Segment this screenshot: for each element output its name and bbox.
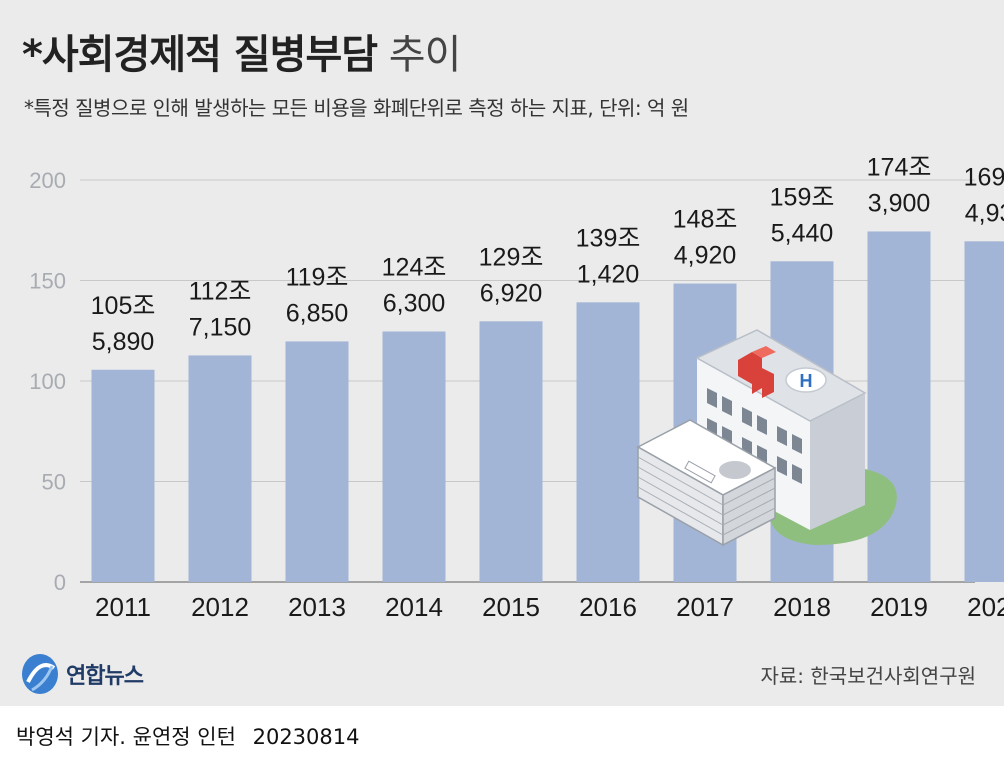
data-label-top: 139조	[576, 224, 641, 252]
bar	[285, 341, 349, 582]
y-tick-label: 100	[29, 369, 66, 394]
x-axis-ticks: 2011 2012 2013 2014 2015 2016 2017 2018 2019 2020…	[95, 592, 1004, 622]
chart-title: *사회경제적 질병부담 추이	[22, 22, 462, 80]
x-tick-label: 2017	[676, 592, 734, 622]
bar	[91, 369, 155, 582]
logo-text: 연합뉴스	[66, 664, 144, 689]
bar-chart: 0 50 100 150 200 H	[29, 153, 1004, 622]
yonhap-logo: 연합뉴스	[20, 652, 144, 696]
footer-band	[0, 706, 1004, 759]
data-label-bottom: 4,930	[965, 199, 1004, 227]
x-tick-label: 2013	[288, 592, 346, 622]
x-tick-label: 2020년	[967, 592, 1004, 622]
credit-date: 20230814	[252, 725, 360, 749]
yonhap-logo-icon	[22, 654, 58, 694]
data-label-bottom: 6,920	[480, 279, 543, 307]
hospital-illustration-icon: H	[636, 329, 897, 547]
data-label-bottom: 3,900	[868, 189, 931, 217]
bar	[188, 355, 252, 582]
x-tick-label: 2018	[773, 592, 831, 622]
x-tick-label: 2012	[191, 592, 249, 622]
bar	[576, 302, 640, 582]
y-axis-ticks: 0 50 100 150 200	[29, 168, 66, 595]
chart-subtitle: *특정 질병으로 인해 발생하는 모든 비용을 화폐단위로 측정 하는 지표, …	[24, 96, 689, 120]
data-label-bottom: 7,150	[189, 313, 252, 341]
bar	[479, 321, 543, 582]
data-label-bottom: 4,920	[674, 242, 737, 270]
x-tick-label: 2019	[870, 592, 928, 622]
svg-text:H: H	[800, 371, 813, 391]
data-label-top: 159조	[770, 183, 835, 211]
data-label-bottom: 6,300	[383, 289, 446, 317]
y-tick-label: 0	[54, 570, 66, 595]
title-main: *사회경제적 질병부담	[22, 32, 378, 78]
money-stack-icon	[636, 419, 777, 547]
data-label-top: 124조	[382, 253, 447, 281]
data-label-top: 174조	[867, 153, 932, 181]
credit-line: 박영석 기자. 윤연정 인턴 20230814	[16, 721, 359, 751]
bar	[382, 331, 446, 582]
data-labels: 105조 5,890 112조 7,150 119조 6,850 124조 6,300 129조…	[91, 153, 1004, 355]
data-label-top: 148조	[673, 206, 738, 234]
data-label-top: 112조	[189, 277, 252, 305]
data-label-bottom: 5,890	[92, 328, 155, 356]
x-tick-label: 2014	[385, 592, 443, 622]
data-label-top: 129조	[479, 243, 544, 271]
x-tick-label: 2015	[482, 592, 540, 622]
x-tick-label: 2011	[95, 592, 151, 622]
data-label-bottom: 1,420	[577, 260, 640, 288]
credit-reporters: 박영석 기자. 윤연정 인턴	[16, 725, 236, 749]
x-tick-label: 2016	[579, 592, 637, 622]
data-label-bottom: 6,850	[286, 299, 349, 327]
data-label-top: 169조	[964, 163, 1004, 191]
bar	[964, 241, 1004, 582]
y-tick-label: 200	[29, 168, 66, 193]
data-label-bottom: 5,440	[771, 219, 834, 247]
source-note: 자료: 한국보건사회연구원	[760, 664, 977, 688]
data-label-top: 119조	[286, 263, 349, 291]
y-tick-label: 50	[42, 470, 66, 495]
title-suffix: 추이	[388, 32, 462, 78]
data-label-top: 105조	[91, 292, 156, 320]
y-tick-label: 150	[29, 269, 66, 294]
